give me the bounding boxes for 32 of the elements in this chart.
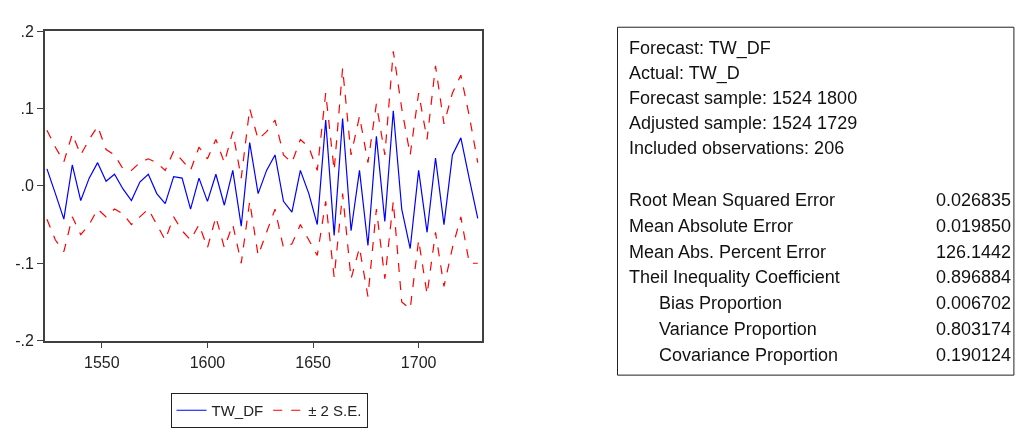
x-tick-label: 1700 — [400, 353, 437, 371]
y-tick-label: .1 — [20, 100, 34, 118]
category-label: Bias Proportion — [659, 293, 783, 313]
text: 0.026835 — [936, 190, 1012, 210]
text: Forecast sample: 1524 1800 — [629, 88, 858, 108]
category-label: Covariance Proportion — [659, 345, 839, 365]
y-tick-label: -.1 — [15, 254, 34, 272]
x-tick-label: 1600 — [189, 353, 226, 371]
text: Actual: TW_D — [629, 63, 740, 84]
category-label: Root Mean Squared Error — [629, 190, 836, 210]
category-label: Mean Absolute Error — [629, 216, 794, 236]
text: 0.019850 — [936, 216, 1012, 236]
category-label: Mean Abs. Percent Error — [629, 242, 827, 262]
x-tick-label: 1550 — [84, 353, 120, 371]
x-tick-label: 1650 — [295, 353, 331, 371]
text: Included observations: 206 — [629, 138, 845, 158]
line-series — [46, 110, 479, 250]
text: 126.1442 — [936, 242, 1012, 262]
y-tick-label: .2 — [20, 22, 34, 40]
y-tick-label: -.2 — [15, 332, 34, 350]
text: 0.190124 — [936, 345, 1012, 365]
category-label: Theil Inequality Coefficient — [629, 267, 840, 287]
text: Adjusted sample: 1524 1729 — [629, 113, 858, 133]
text: 0.006702 — [936, 293, 1012, 313]
legend-label: TW_DF — [211, 402, 264, 420]
line-series — [46, 50, 479, 179]
text: 0.803174 — [936, 319, 1012, 339]
text: Forecast: TW_DF — [629, 38, 771, 59]
category-label: Variance Proportion — [659, 319, 817, 339]
legend-label: ± 2 S.E. — [308, 402, 362, 420]
y-tick-label: .0 — [20, 177, 34, 195]
text: 0.896884 — [936, 267, 1012, 287]
